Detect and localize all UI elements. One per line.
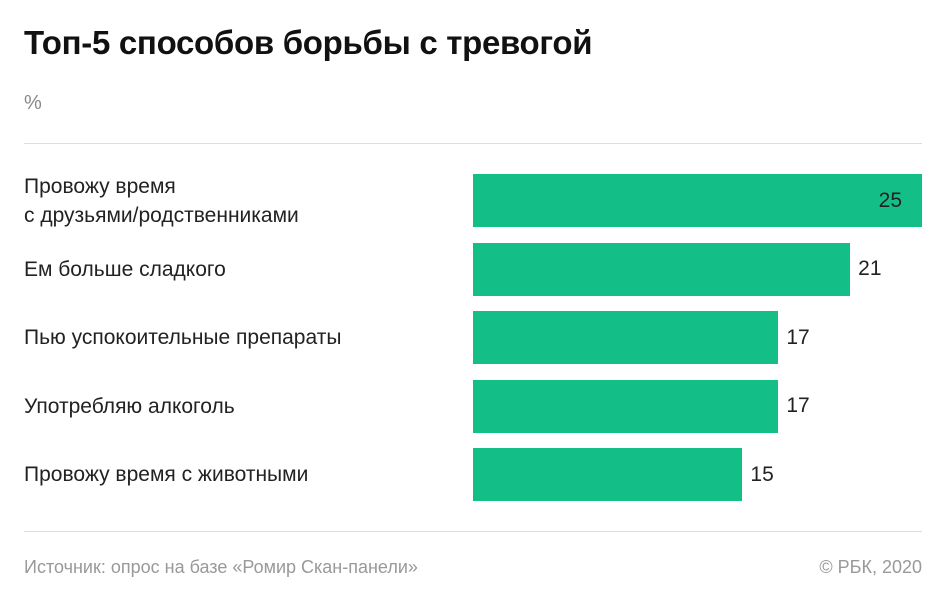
chart-subtitle: %: [24, 92, 42, 114]
divider: [24, 143, 922, 144]
value-label: 21: [858, 257, 882, 280]
value-label: 17: [786, 394, 810, 417]
chart-title: Топ-5 способов борьбы с тревогой: [24, 24, 593, 61]
category-label: Провожу время с друзьями/родственниками: [24, 174, 299, 227]
value-label: 25: [878, 188, 902, 212]
copyright: © РБК, 2020: [819, 557, 922, 577]
category-label: Ем больше сладкого: [24, 257, 226, 281]
bar: [473, 311, 779, 364]
value-label: 15: [750, 462, 774, 486]
bar: [473, 448, 743, 501]
divider: [24, 531, 922, 532]
bar: [473, 242, 851, 296]
source: Источник: опрос на базе «Ромир Скан-пане…: [24, 557, 418, 577]
category-label: Провожу время с животными: [24, 463, 309, 486]
value-label: 17: [786, 325, 810, 349]
bar: [473, 379, 779, 433]
category-label: Пью успокоительные препараты: [24, 326, 342, 349]
bar: [473, 174, 922, 227]
category-label: Употребляю алкоголь: [24, 394, 235, 418]
